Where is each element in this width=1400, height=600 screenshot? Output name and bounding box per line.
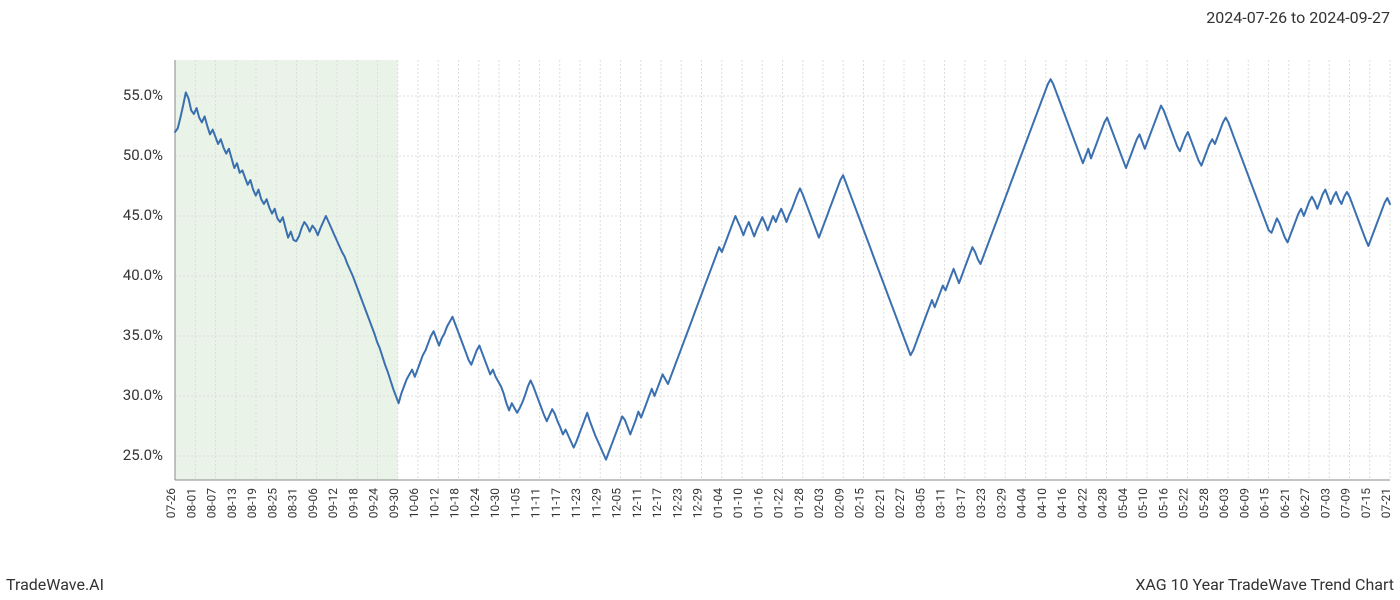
svg-text:04-10: 04-10	[1035, 488, 1049, 519]
svg-text:02-09: 02-09	[832, 488, 846, 518]
svg-text:06-09: 06-09	[1237, 488, 1251, 518]
svg-text:06-15: 06-15	[1258, 488, 1272, 519]
svg-text:12-23: 12-23	[670, 488, 684, 518]
svg-text:06-03: 06-03	[1217, 488, 1231, 518]
svg-text:06-27: 06-27	[1298, 488, 1312, 519]
svg-text:05-22: 05-22	[1177, 488, 1191, 519]
svg-text:02-21: 02-21	[873, 488, 887, 518]
svg-text:09-18: 09-18	[346, 488, 360, 519]
svg-text:02-03: 02-03	[812, 488, 826, 518]
svg-text:10-24: 10-24	[468, 488, 482, 519]
svg-text:11-17: 11-17	[549, 488, 563, 519]
svg-text:08-25: 08-25	[265, 488, 279, 519]
svg-text:10-06: 10-06	[407, 488, 421, 519]
svg-text:10-12: 10-12	[427, 488, 441, 519]
svg-text:10-18: 10-18	[448, 488, 462, 519]
svg-text:30.0%: 30.0%	[123, 386, 163, 404]
svg-text:11-05: 11-05	[508, 488, 522, 519]
svg-text:55.0%: 55.0%	[123, 86, 163, 104]
svg-text:09-30: 09-30	[387, 488, 401, 519]
svg-text:07-15: 07-15	[1359, 488, 1373, 519]
svg-text:01-22: 01-22	[772, 488, 786, 519]
svg-text:04-16: 04-16	[1055, 488, 1069, 519]
svg-text:07-03: 07-03	[1318, 488, 1332, 518]
svg-text:04-04: 04-04	[1015, 488, 1029, 519]
svg-text:03-23: 03-23	[974, 488, 988, 518]
svg-text:03-17: 03-17	[954, 488, 968, 519]
svg-text:03-05: 03-05	[913, 488, 927, 519]
svg-text:08-01: 08-01	[184, 488, 198, 518]
svg-text:03-11: 03-11	[934, 488, 948, 518]
svg-text:12-29: 12-29	[691, 488, 705, 518]
svg-text:07-09: 07-09	[1339, 488, 1353, 518]
svg-text:08-31: 08-31	[286, 488, 300, 518]
chart-container: 25.0% 30.0% 35.0% 40.0% 45.0% 50.0% 55.0% 07-26…	[0, 40, 1400, 570]
svg-text:05-28: 05-28	[1197, 488, 1211, 519]
date-range-label: 2024-07-26 to 2024-09-27	[1206, 8, 1390, 27]
svg-text:09-24: 09-24	[367, 488, 381, 519]
svg-text:12-17: 12-17	[650, 488, 664, 519]
svg-text:10-30: 10-30	[488, 488, 502, 519]
svg-text:01-16: 01-16	[751, 488, 765, 519]
svg-text:07-21: 07-21	[1379, 488, 1393, 518]
svg-text:05-16: 05-16	[1156, 488, 1170, 519]
svg-text:05-10: 05-10	[1136, 488, 1150, 519]
svg-text:03-29: 03-29	[994, 488, 1008, 518]
svg-text:08-13: 08-13	[225, 488, 239, 518]
svg-text:04-22: 04-22	[1075, 488, 1089, 519]
svg-text:11-29: 11-29	[589, 488, 603, 518]
brand-label: TradeWave.AI	[6, 575, 104, 594]
chart-title: XAG 10 Year TradeWave Trend Chart	[1135, 575, 1394, 594]
svg-text:35.0%: 35.0%	[123, 326, 163, 344]
svg-text:01-04: 01-04	[711, 488, 725, 519]
svg-text:45.0%: 45.0%	[123, 206, 163, 224]
svg-text:11-23: 11-23	[569, 488, 583, 518]
svg-text:06-21: 06-21	[1278, 488, 1292, 518]
svg-text:09-12: 09-12	[326, 488, 340, 519]
svg-text:07-26: 07-26	[164, 488, 178, 519]
svg-text:05-04: 05-04	[1116, 488, 1130, 519]
svg-text:02-27: 02-27	[893, 488, 907, 519]
svg-text:40.0%: 40.0%	[123, 266, 163, 284]
svg-text:11-11: 11-11	[529, 488, 543, 518]
svg-text:12-05: 12-05	[610, 488, 624, 519]
svg-text:01-10: 01-10	[731, 488, 745, 519]
svg-text:08-07: 08-07	[205, 488, 219, 519]
svg-text:01-28: 01-28	[792, 488, 806, 519]
svg-text:02-15: 02-15	[853, 488, 867, 519]
svg-text:50.0%: 50.0%	[123, 146, 163, 164]
svg-text:09-06: 09-06	[306, 488, 320, 519]
trend-chart: 25.0% 30.0% 35.0% 40.0% 45.0% 50.0% 55.0% 07-26…	[0, 40, 1400, 570]
svg-text:12-11: 12-11	[630, 488, 644, 518]
svg-text:04-28: 04-28	[1096, 488, 1110, 519]
svg-text:25.0%: 25.0%	[123, 446, 163, 464]
svg-text:08-19: 08-19	[245, 488, 259, 518]
